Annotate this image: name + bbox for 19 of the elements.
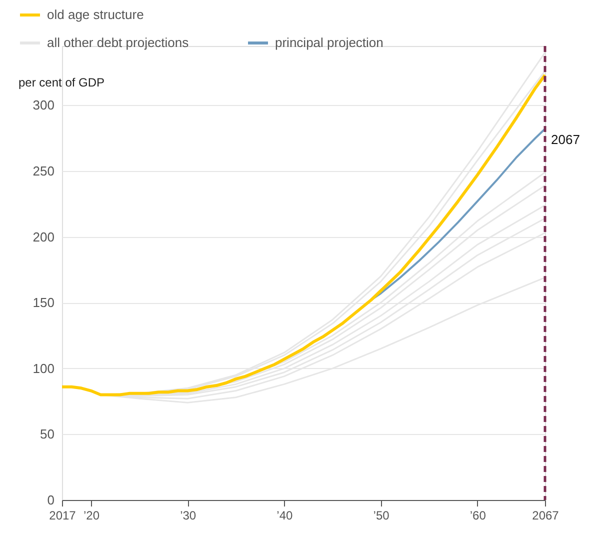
y-axis-title: per cent of GDP xyxy=(18,76,105,90)
x-tick-label: ’40 xyxy=(276,508,294,522)
x-tick-label: 2017 xyxy=(49,508,76,522)
x-tick-label: 2067 xyxy=(532,508,560,522)
y-tick-label: 150 xyxy=(32,295,54,310)
ref-line-label: 2067 xyxy=(551,132,580,147)
legend-label: all other debt projections xyxy=(47,35,190,50)
x-tick-label: ’30 xyxy=(180,508,196,522)
legend-label: old age structure xyxy=(47,7,144,22)
legend-label: principal projection xyxy=(275,35,384,50)
y-tick-label: 300 xyxy=(32,98,54,113)
x-tick-label: ’60 xyxy=(470,508,486,522)
y-tick-label: 0 xyxy=(47,492,54,508)
y-tick-label: 200 xyxy=(32,229,54,244)
x-tick-label: ’50 xyxy=(373,508,390,522)
y-tick-label: 250 xyxy=(32,164,54,179)
x-tick-label: ’20 xyxy=(83,508,100,522)
y-tick-label: 50 xyxy=(40,426,54,442)
y-tick-label: 100 xyxy=(32,360,54,376)
